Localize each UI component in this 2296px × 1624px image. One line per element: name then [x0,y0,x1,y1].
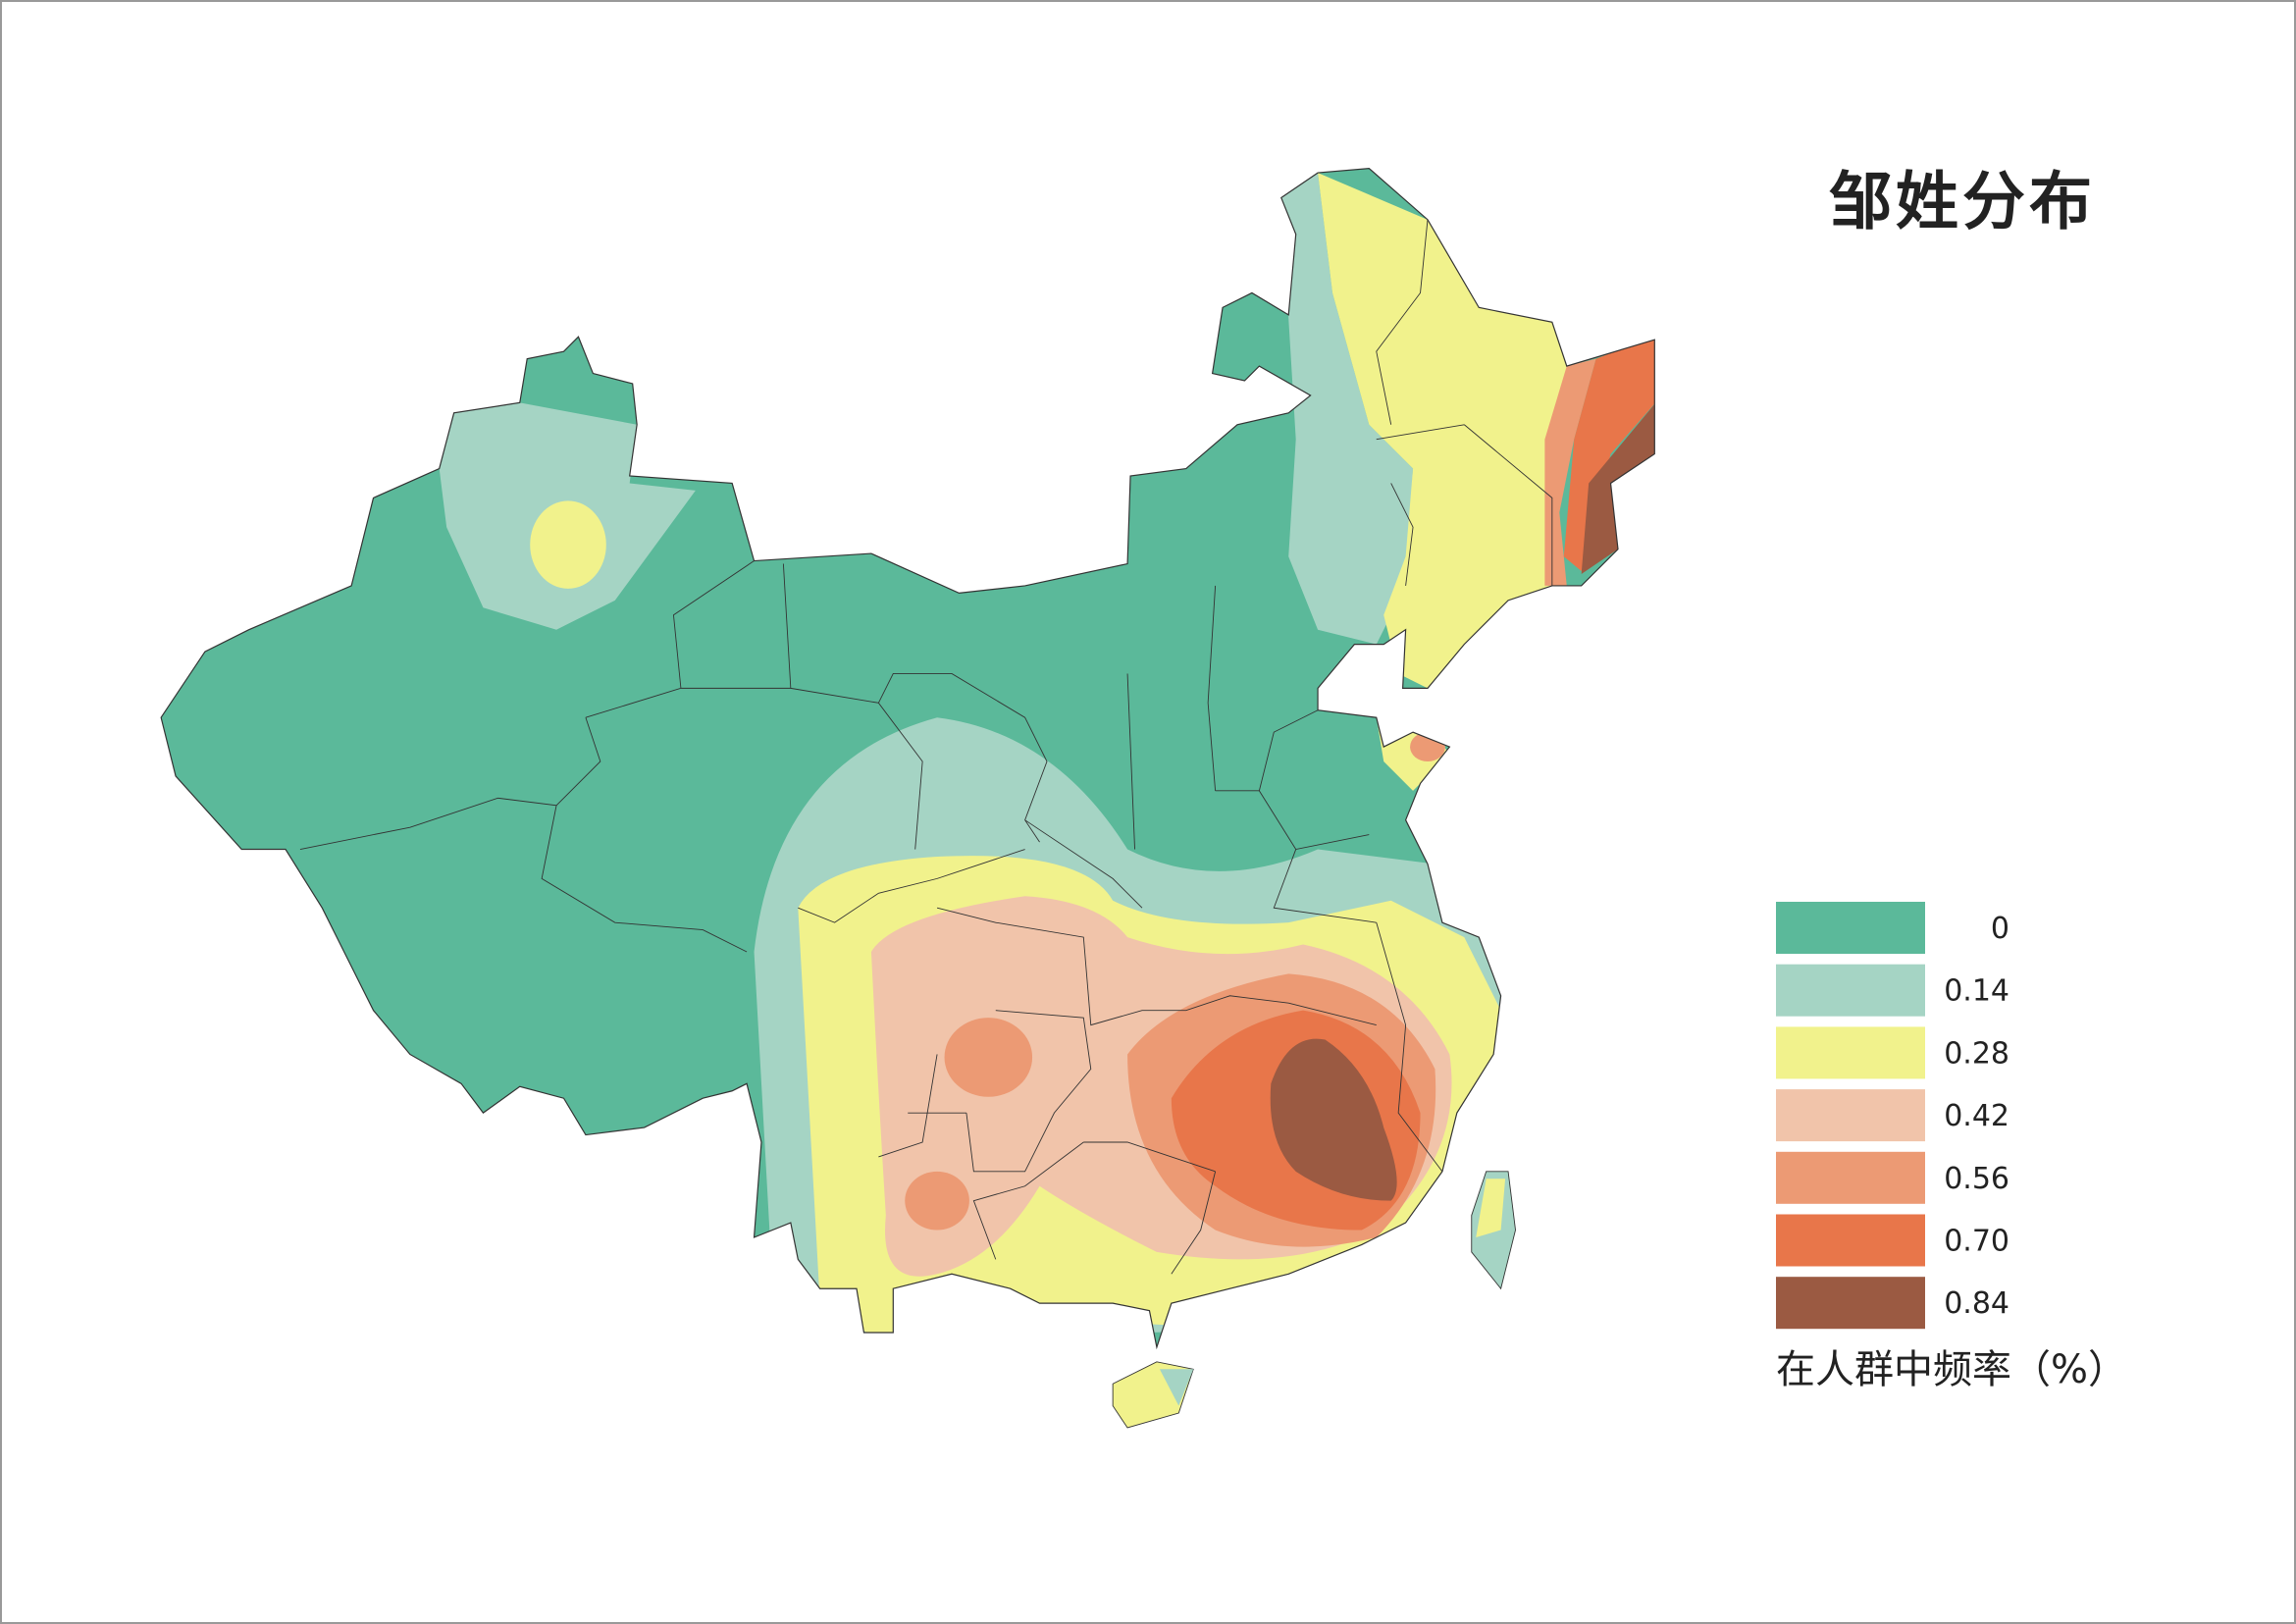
legend-caption: 在人群中频率（%） [1776,1347,2127,1392]
legend-label: 0.42 [1944,1099,2009,1133]
zone-level-1 [1159,1369,1194,1406]
country-outline [160,167,1655,1350]
zone-level-2 [1318,173,1567,689]
legend-label: 0 [1991,912,2009,946]
legend-label: 0.14 [1944,974,2009,1009]
zone-level-1 [1280,173,1414,645]
legend-swatch [1776,1214,1925,1267]
legend-swatch [1776,1026,1925,1079]
legend-label: 0.56 [1944,1162,2009,1196]
legend-swatch [1776,1089,1925,1142]
legend-label: 0.70 [1944,1225,2009,1259]
legend-swatch [1776,1277,1925,1330]
map-title: 邹姓分布 [1829,167,2096,239]
legend-label: 0.84 [1944,1286,2009,1321]
legend-swatch [1776,964,1925,1017]
zone-level-2 [530,500,606,589]
zone-level-6 [1581,394,1655,574]
province-borders [299,219,1553,1275]
legend: 0 0.14 0.28 0.42 0.56 0.70 0.84 [1776,902,2009,1330]
legend-label: 0.28 [1944,1036,2009,1071]
zone-level-6 [1270,1038,1397,1201]
zone-level-4 [1544,358,1596,586]
legend-swatch [1776,1151,1925,1204]
zone-level-4 [905,1171,969,1231]
legend-swatch [1776,902,1925,954]
zone-level-4 [944,1018,1033,1097]
zone-level-2 [1476,1179,1506,1237]
